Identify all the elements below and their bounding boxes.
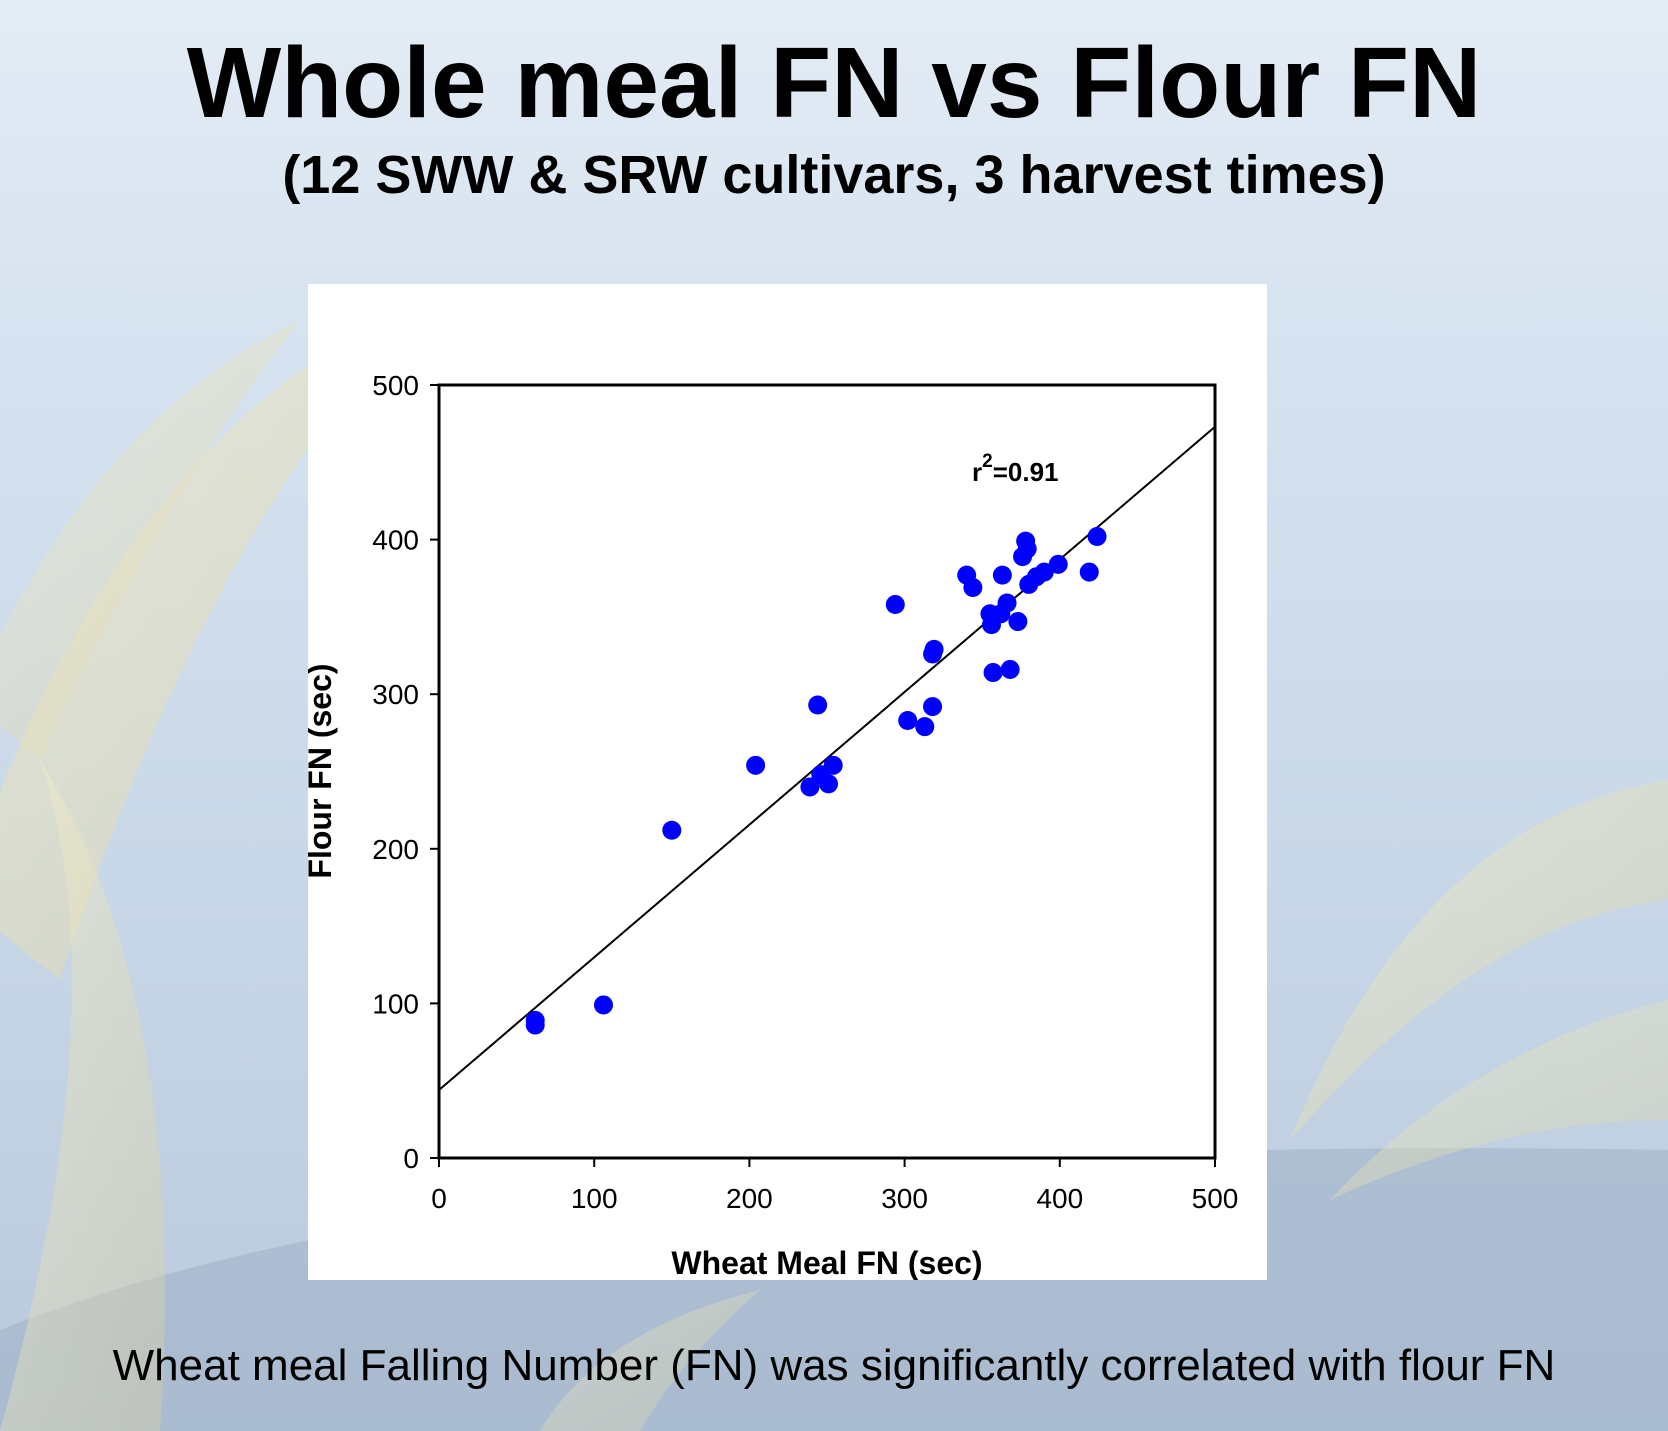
x-tick-label: 400	[1036, 1183, 1083, 1214]
plot-frame	[437, 383, 1217, 1160]
data-point	[823, 755, 843, 775]
data-point	[1000, 659, 1020, 679]
x-tick-label: 300	[881, 1183, 928, 1214]
x-tick-label: 200	[726, 1183, 773, 1214]
data-point	[1034, 562, 1054, 582]
x-tick-label: 500	[1192, 1183, 1239, 1214]
data-point	[924, 639, 944, 659]
data-point	[800, 777, 820, 797]
x-axis-title: Wheat Meal FN (sec)	[671, 1245, 982, 1280]
data-point	[808, 695, 828, 715]
data-point	[819, 774, 839, 794]
data-point	[662, 820, 682, 840]
scatter-chart: 0 100 200 300 400 500 0 100 200 300 400 500 r2=0.9…	[308, 370, 1239, 1280]
data-point	[1079, 562, 1099, 582]
data-point	[915, 717, 935, 737]
data-point	[1087, 527, 1107, 547]
chart-panel: 0 100 200 300 400 500 0 100 200 300 400 500 r2=0.9…	[308, 284, 1267, 1280]
r-squared-annotation: r2=0.91	[972, 451, 1059, 487]
data-point	[898, 710, 918, 730]
y-tick-label: 100	[372, 988, 419, 1019]
y-tick-label: 0	[403, 1143, 419, 1174]
data-point	[963, 578, 983, 598]
y-tick-label: 200	[372, 834, 419, 865]
data-point	[1048, 554, 1068, 574]
data-point	[997, 593, 1017, 613]
data-point	[1008, 612, 1028, 632]
y-tick-label: 300	[372, 679, 419, 710]
data-point	[525, 1015, 545, 1035]
data-point	[746, 755, 766, 775]
y-tick-label: 400	[372, 525, 419, 556]
slide-subtitle: (12 SWW & SRW cultivars, 3 harvest times…	[282, 145, 1386, 205]
data-point	[1017, 539, 1037, 559]
data-point	[885, 595, 905, 615]
data-point	[923, 697, 943, 717]
x-tick-label: 0	[431, 1183, 447, 1214]
y-tick-label: 500	[372, 370, 419, 401]
data-point	[992, 565, 1012, 585]
slide-caption: Wheat meal Falling Number (FN) was signi…	[112, 1341, 1556, 1390]
data-point	[983, 663, 1003, 683]
y-axis-title: Flour FN (sec)	[308, 663, 338, 878]
data-point	[594, 995, 614, 1015]
slide-title: Whole meal FN vs Flour FN	[186, 27, 1482, 139]
x-tick-label: 100	[571, 1183, 618, 1214]
